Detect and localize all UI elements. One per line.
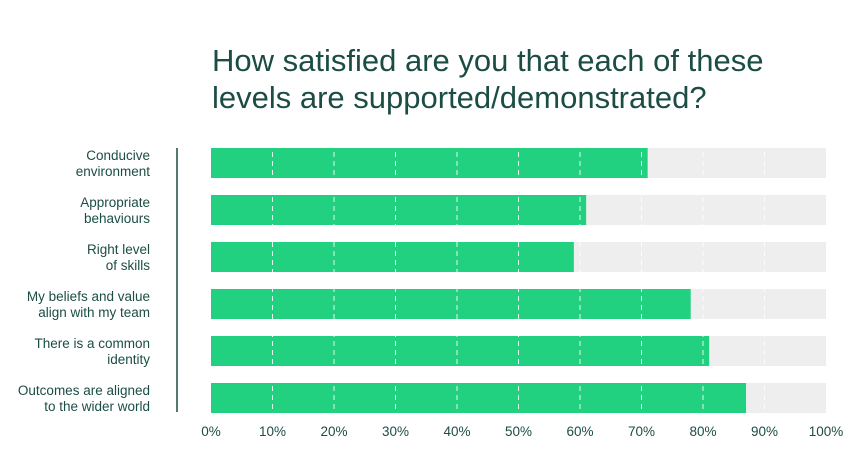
category-label-0: Conducive environment	[76, 148, 151, 179]
bar-0	[211, 148, 648, 178]
chart-title-line-2: levels are supported/demonstrated?	[212, 80, 707, 115]
chart-title: How satisfied are you that each of these…	[212, 42, 832, 116]
category-label-3: My beliefs and value align with my team	[27, 289, 150, 320]
category-label-4: There is a common identity	[34, 336, 150, 367]
bar-1	[211, 195, 587, 225]
bar-3	[211, 289, 691, 319]
x-tick-label-8: 80%	[689, 424, 716, 439]
x-tick-label-6: 60%	[566, 424, 593, 439]
x-tick-label-9: 90%	[751, 424, 778, 439]
x-tick-label-1: 10%	[259, 424, 286, 439]
x-tick-label-0: 0%	[201, 424, 221, 439]
category-label-1: Appropriate behaviours	[80, 195, 150, 226]
bar-5	[211, 383, 747, 413]
x-tick-label-2: 20%	[320, 424, 347, 439]
category-label-5: Outcomes are aligned to the wider world	[18, 383, 150, 414]
x-tick-label-3: 30%	[382, 424, 409, 439]
x-tick-label-5: 50%	[505, 424, 532, 439]
bar-4	[211, 336, 710, 366]
x-tick-label-10: 100%	[809, 424, 844, 439]
chart-title-line-1: How satisfied are you that each of these	[212, 43, 764, 78]
x-tick-label-4: 40%	[443, 424, 470, 439]
bar-2	[211, 242, 574, 272]
category-label-2: Right level of skills	[87, 242, 150, 273]
x-tick-label-7: 70%	[628, 424, 655, 439]
